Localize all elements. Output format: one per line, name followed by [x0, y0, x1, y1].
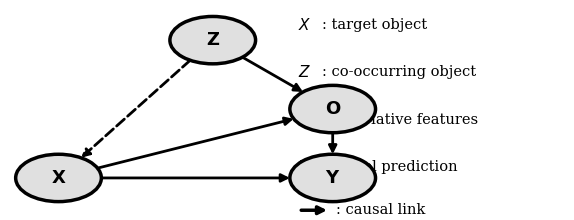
Text: : target object: : target object: [323, 18, 428, 32]
Ellipse shape: [170, 16, 255, 64]
Text: $\mathbf{X}$: $\mathbf{X}$: [51, 169, 66, 187]
Ellipse shape: [15, 154, 102, 202]
Text: $\mathbf{\mathit{Z}}$: $\mathbf{\mathit{Z}}$: [298, 64, 312, 81]
Text: $\mathbf{Y}$: $\mathbf{Y}$: [325, 169, 340, 187]
Text: $\mathbf{O}$: $\mathbf{O}$: [324, 100, 341, 118]
Text: : correlative features: : correlative features: [323, 113, 479, 127]
Text: : model prediction: : model prediction: [323, 160, 458, 174]
Text: $\mathbf{\mathit{X}}$: $\mathbf{\mathit{X}}$: [298, 17, 312, 33]
Text: : co-occurring object: : co-occurring object: [323, 65, 476, 79]
Text: $\mathbf{\mathit{Y}}$: $\mathbf{\mathit{Y}}$: [298, 159, 311, 175]
Text: $\mathbf{\mathit{O}}$: $\mathbf{\mathit{O}}$: [298, 112, 312, 128]
Text: $\mathbf{Z}$: $\mathbf{Z}$: [205, 31, 220, 49]
Text: : causal link: : causal link: [336, 203, 425, 217]
Ellipse shape: [290, 154, 375, 202]
Ellipse shape: [290, 85, 375, 133]
